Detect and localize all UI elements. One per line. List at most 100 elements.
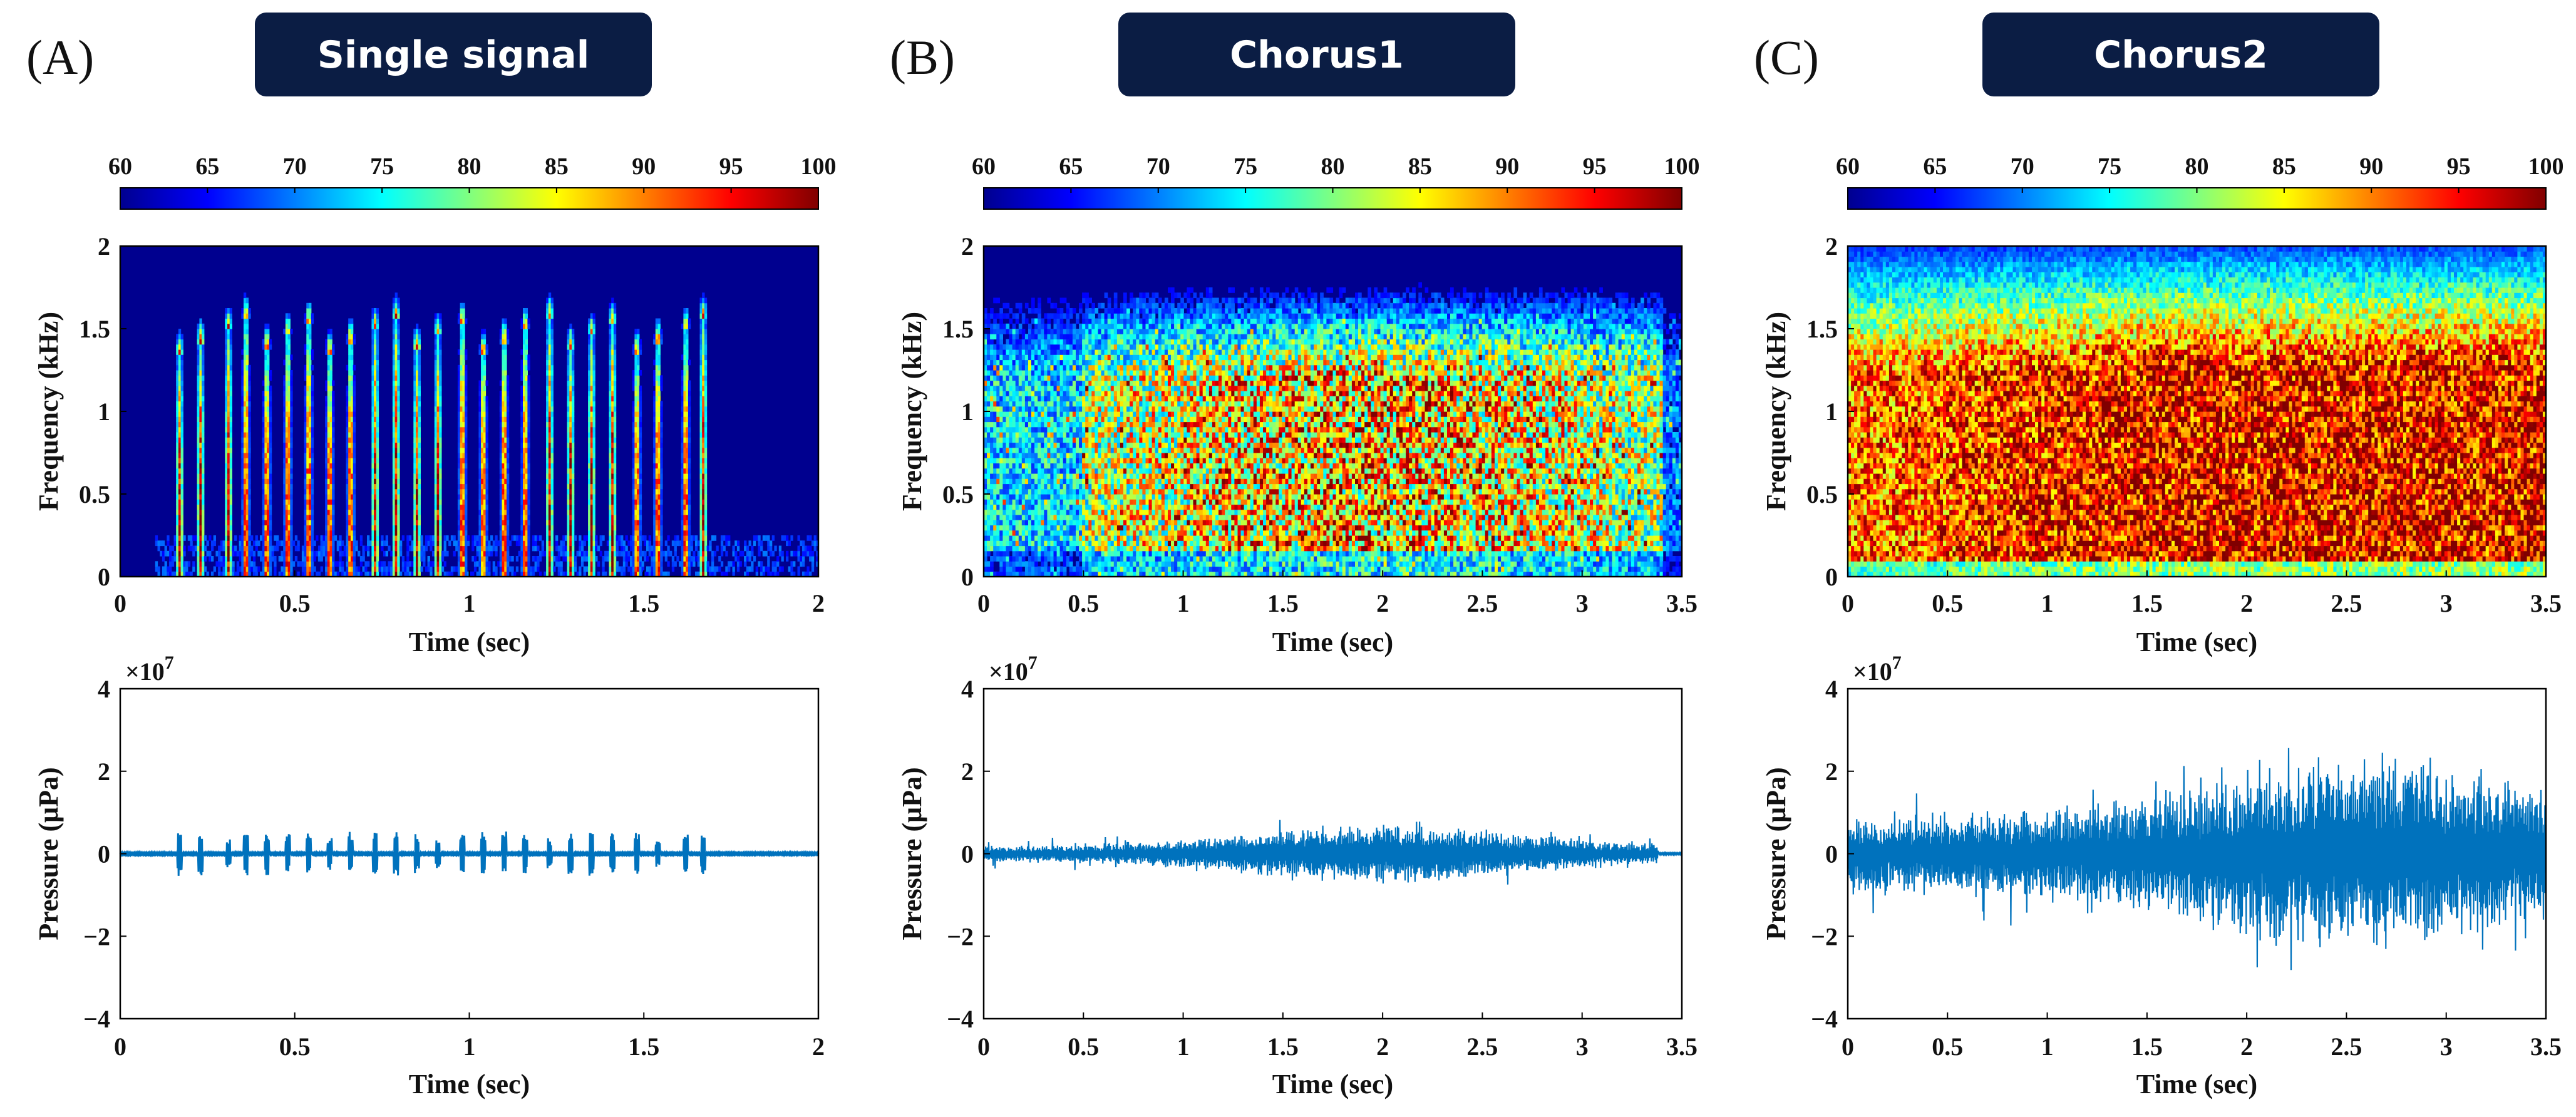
spectrogram-cell	[199, 396, 202, 401]
spectrogram-cell	[288, 375, 291, 381]
spectrogram-cell	[190, 546, 193, 552]
spectrogram-cell	[181, 520, 183, 525]
spectrogram-cell	[241, 473, 244, 479]
spectrogram-cell	[218, 551, 220, 557]
spectrogram-cell	[197, 432, 200, 438]
spectrogram-cell	[176, 530, 178, 536]
spectrogram-cell	[255, 540, 258, 546]
spectrogram-cell	[283, 458, 286, 463]
spectrogram-cell	[197, 354, 200, 360]
spectrogram-cell	[176, 489, 178, 495]
spectrogram-cell	[269, 437, 272, 443]
spectrogram-cell	[225, 540, 227, 546]
spectrogram-cell	[244, 494, 246, 500]
spectrogram-cell	[288, 530, 291, 536]
spectrogram-cell	[230, 561, 232, 567]
spectrogram-cell	[262, 530, 265, 536]
spectrogram-cell	[264, 401, 267, 407]
spectrogram-cell	[246, 561, 249, 567]
spectrogram-cell	[288, 401, 291, 407]
spectrogram-cell	[178, 499, 181, 505]
spectrogram-cell	[269, 375, 272, 381]
spectrogram-cell	[227, 427, 230, 433]
spectrogram-cell	[288, 339, 291, 345]
spectrogram-cell	[227, 344, 230, 350]
spectrogram-cell	[288, 473, 291, 479]
spectrogram-cell	[230, 416, 232, 422]
spectrogram-cell	[214, 567, 216, 572]
spectrogram-cell	[197, 443, 200, 448]
spectrogram-cell	[262, 468, 265, 474]
spectrogram-cell	[264, 489, 267, 495]
panel-title: Single signal	[317, 33, 590, 77]
spectrogram-cell	[269, 344, 272, 350]
spectrogram-cell	[288, 354, 291, 360]
spectrogram-cell	[225, 427, 227, 433]
spectrogram-cell	[288, 329, 291, 334]
spectrogram-cell	[227, 324, 230, 329]
spectrogram-cell	[290, 556, 292, 562]
spectrogram-cell	[227, 551, 230, 557]
spectrogram-cell	[227, 463, 230, 469]
spectrogram-cell	[288, 468, 291, 474]
spectrogram-cell	[262, 551, 265, 557]
spectrogram-cell	[176, 567, 178, 572]
spectrogram-cell	[244, 411, 246, 417]
spectrogram-cell	[286, 339, 288, 345]
spectrogram-cell	[246, 448, 249, 453]
spectrogram-cell	[246, 453, 249, 458]
spectrogram-cell	[248, 375, 250, 381]
spectrogram-cell	[244, 334, 246, 339]
spectrogram-cell	[155, 535, 158, 541]
spectrogram-cell	[248, 530, 250, 536]
spectrogram-cell	[202, 422, 204, 428]
spectrogram-cell	[248, 556, 250, 562]
spectrogram-cell	[215, 551, 218, 557]
spectrogram-cell	[232, 551, 234, 557]
spectrogram-cell	[174, 556, 177, 562]
spectrogram-cell	[286, 473, 288, 479]
spectrogram-cell	[197, 365, 200, 371]
spectrogram-cell	[176, 386, 178, 391]
spectrogram-cell	[178, 453, 181, 458]
spectrogram-cell	[262, 473, 265, 479]
spectrogram-cell	[248, 463, 250, 469]
spectrogram-cell	[202, 437, 204, 443]
spectrogram-cell	[181, 561, 183, 567]
spectrogram-cell	[178, 525, 181, 531]
spectrogram-cell	[267, 530, 269, 536]
spectrogram-cell	[225, 381, 227, 386]
spectrogram-cell	[202, 494, 204, 500]
spectrogram-cell	[227, 406, 230, 412]
spectrogram-cell	[202, 334, 204, 339]
spectrogram-cell	[262, 453, 265, 458]
spectrogram-cell	[167, 535, 169, 541]
spectrogram-cell	[195, 546, 197, 552]
spectrogram-cell	[246, 443, 249, 448]
spectrogram-cell	[181, 349, 183, 355]
spectrogram-cell	[172, 546, 174, 552]
spectrogram-cell	[246, 334, 249, 339]
spectrogram-cell	[253, 561, 255, 567]
spectrogram-cell	[244, 515, 246, 520]
spectrogram-cell	[244, 313, 246, 319]
spectrogram-cell	[197, 406, 200, 412]
spectrogram-cell	[269, 386, 272, 391]
spectrogram-cell	[269, 463, 272, 469]
spectrogram-cell	[197, 505, 200, 510]
spectrogram-cell	[283, 391, 286, 396]
spectrogram-cell	[202, 448, 204, 453]
spectrogram-cell	[264, 458, 267, 463]
spectrogram-cell	[274, 546, 276, 552]
spectrogram-cell	[227, 505, 230, 510]
spectrogram-cell	[290, 540, 292, 546]
spectrogram-cell	[197, 391, 200, 396]
spectrogram-cell	[197, 473, 200, 479]
spectrogram-cell	[248, 540, 250, 546]
spectrogram-cell	[248, 313, 250, 319]
spectrogram-cell	[230, 411, 232, 417]
spectrogram-cell	[286, 546, 288, 552]
spectrogram-cell	[241, 416, 244, 422]
spectrogram-cell	[288, 411, 291, 417]
colorbar-tick-label: 70	[283, 153, 307, 180]
